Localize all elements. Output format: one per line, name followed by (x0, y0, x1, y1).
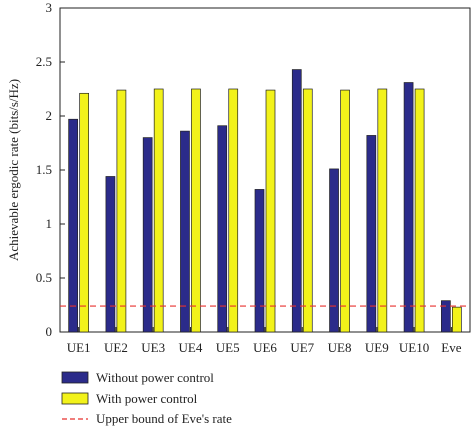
bar-with-power-control-eve (452, 306, 462, 333)
legend-label-without-power-control: Without power control (96, 370, 214, 385)
bar-without-power-control-ue3 (142, 137, 153, 333)
bar-without-power-control-ue10 (403, 82, 414, 333)
legend-label-upper-bound: Upper bound of Eve's rate (96, 411, 232, 426)
bar-without-power-control-ue7 (291, 69, 302, 333)
x-tick-label: UE7 (290, 340, 314, 355)
bar-without-power-control-ue4 (180, 130, 190, 333)
y-tick-label: 3 (46, 0, 53, 15)
x-tick-label: UE5 (216, 340, 240, 355)
bar-with-power-control-ue5 (228, 88, 239, 333)
bar-with-power-control-ue10 (414, 88, 425, 333)
y-tick-label: 2.5 (36, 54, 52, 69)
legend: Without power control With power control… (61, 370, 232, 426)
x-tick-label: UE10 (399, 340, 429, 355)
y-axis: 0 0.5 1 1.5 2 2.5 3 (36, 0, 65, 339)
x-tick-label: UE9 (365, 340, 389, 355)
x-tick-label: UE1 (67, 340, 91, 355)
x-tick-label: UE4 (179, 340, 203, 355)
x-tick-label: UE6 (253, 340, 277, 355)
bar-with-power-control-ue2 (116, 89, 127, 333)
x-tick-label: UE8 (328, 340, 352, 355)
bar-without-power-control-ue9 (366, 135, 377, 333)
bar-with-power-control-ue9 (377, 88, 388, 333)
y-tick-label: 0 (46, 324, 53, 339)
y-tick-label: 0.5 (36, 270, 52, 285)
bars-group (68, 69, 462, 333)
bar-without-power-control-ue8 (329, 168, 339, 333)
legend-label-with-power-control: With power control (96, 391, 198, 406)
bar-without-power-control-ue2 (105, 176, 116, 333)
bar-with-power-control-ue6 (265, 89, 276, 333)
legend-swatch-with-power-control (61, 392, 89, 405)
bar-with-power-control-ue1 (79, 92, 89, 333)
bar-without-power-control-ue1 (68, 118, 78, 333)
bar-without-power-control-eve (441, 300, 451, 333)
bar-with-power-control-ue4 (191, 88, 201, 333)
y-axis-label: Achievable ergodic rate (bits/s/Hz) (6, 79, 21, 261)
y-tick-label: 1 (46, 216, 53, 231)
y-tick-label: 2 (46, 108, 53, 123)
bar-without-power-control-ue5 (217, 125, 228, 333)
x-tick-label: UE3 (141, 340, 165, 355)
legend-swatch-without-power-control (61, 371, 89, 384)
bar-with-power-control-ue8 (340, 89, 350, 333)
bar-with-power-control-ue3 (153, 88, 164, 333)
bar-without-power-control-ue6 (254, 189, 265, 333)
y-tick-label: 1.5 (36, 162, 52, 177)
x-axis: UE1 UE2 UE3 UE4 UE5 UE6 UE7 UE8 UE9 UE10 Eve (67, 327, 462, 355)
bar-with-power-control-ue7 (302, 88, 313, 333)
x-tick-label: UE2 (104, 340, 128, 355)
x-tick-label: Eve (441, 340, 461, 355)
